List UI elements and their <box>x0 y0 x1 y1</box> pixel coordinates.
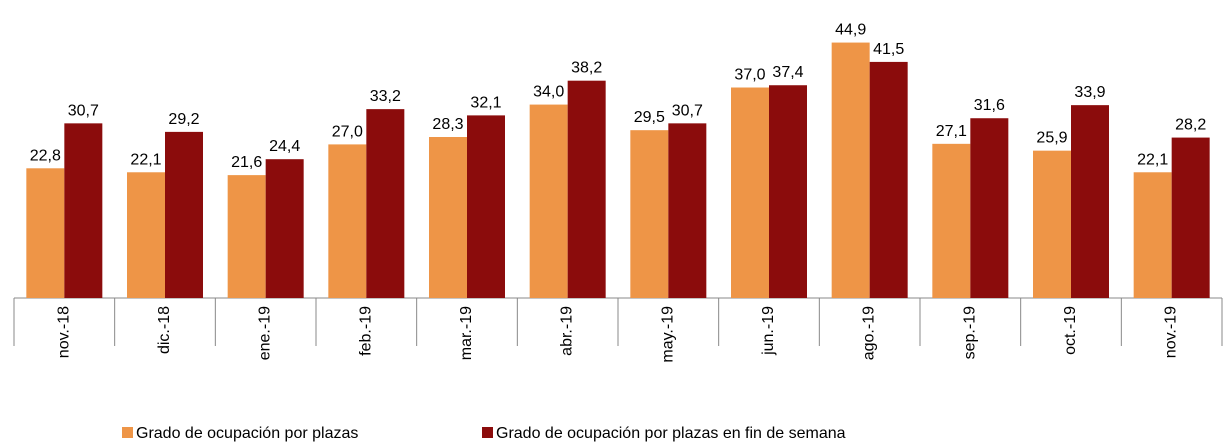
bar <box>731 87 769 298</box>
legend-label: Grado de ocupación por plazas en fin de … <box>496 425 846 442</box>
data-label: 24,4 <box>269 138 300 155</box>
x-tick-label: mar.-19 <box>458 306 475 360</box>
bar <box>769 85 807 298</box>
x-tick-label: nov.-18 <box>55 306 72 358</box>
bar <box>869 61 908 299</box>
bar <box>366 109 405 298</box>
bar <box>328 144 367 298</box>
data-label: 33,2 <box>370 88 401 105</box>
data-label: 32,1 <box>470 94 501 111</box>
bar <box>1171 137 1210 298</box>
data-label: 25,9 <box>1036 130 1067 147</box>
x-tick-label: ene.-19 <box>257 306 274 360</box>
bar <box>567 80 606 298</box>
bar <box>529 104 568 298</box>
legend-label: Grado de ocupación por plazas <box>136 425 358 442</box>
data-label: 44,9 <box>835 22 866 39</box>
legend-swatch <box>482 427 493 438</box>
bar <box>668 123 707 299</box>
data-label: 33,9 <box>1074 84 1105 101</box>
data-label: 31,6 <box>974 97 1005 114</box>
bar <box>227 175 266 298</box>
bar <box>932 143 971 298</box>
x-tick-label: ago.-19 <box>861 306 878 360</box>
bar <box>265 159 304 298</box>
data-label: 28,3 <box>432 116 463 133</box>
data-label: 29,5 <box>634 109 665 126</box>
data-label: 22,1 <box>130 151 161 168</box>
x-tick-label: dic.-18 <box>156 306 173 354</box>
data-label: 41,5 <box>873 41 904 58</box>
data-label: 38,2 <box>571 60 602 77</box>
data-label: 37,0 <box>734 67 765 84</box>
data-label: 28,2 <box>1175 117 1206 134</box>
bar <box>630 130 669 298</box>
bar <box>831 42 870 298</box>
x-tick-label: sep.-19 <box>961 306 978 359</box>
bar <box>165 131 203 298</box>
bar <box>26 168 65 298</box>
bar <box>1033 150 1071 298</box>
bar <box>1071 105 1109 298</box>
x-tick-label: feb.-19 <box>357 306 374 356</box>
bar <box>429 137 467 298</box>
x-tick-label: abr.-19 <box>559 306 576 356</box>
legend-swatch <box>122 427 133 438</box>
data-label: 34,0 <box>533 84 564 101</box>
data-label: 22,8 <box>30 147 61 164</box>
data-label: 30,7 <box>68 102 99 119</box>
x-tick-label: may.-19 <box>659 306 676 363</box>
x-tick-label: jun.-19 <box>760 306 777 356</box>
data-label: 27,0 <box>332 123 363 140</box>
bar <box>127 172 165 298</box>
data-label: 22,1 <box>1137 151 1168 168</box>
bar <box>970 118 1009 298</box>
data-label: 21,6 <box>231 154 262 171</box>
bar <box>467 115 505 299</box>
data-label: 29,2 <box>168 111 199 128</box>
data-label: 27,1 <box>936 123 967 140</box>
data-label: 30,7 <box>672 102 703 119</box>
x-tick-label: nov.-19 <box>1163 306 1180 358</box>
x-tick-label: oct.-19 <box>1062 306 1079 355</box>
bar <box>64 123 103 299</box>
bar <box>1133 172 1172 298</box>
data-label: 37,4 <box>772 64 803 81</box>
